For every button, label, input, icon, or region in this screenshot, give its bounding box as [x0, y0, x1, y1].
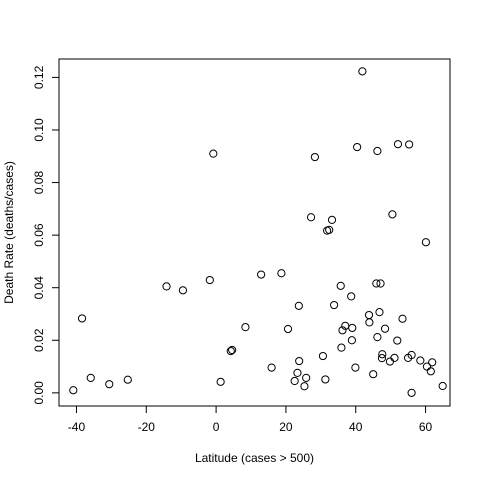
y-tick-label: 0.06	[32, 223, 46, 247]
data-point	[372, 279, 381, 288]
data-point	[228, 345, 237, 355]
data-point	[376, 279, 385, 288]
data-point	[216, 377, 225, 386]
data-point	[325, 225, 334, 234]
x-tick-label: 40	[349, 420, 363, 434]
data-point	[86, 373, 95, 382]
data-point	[338, 326, 347, 335]
data-point	[416, 356, 425, 365]
data-point	[293, 368, 302, 377]
y-tick-label: 0.08	[32, 171, 46, 195]
data-point	[283, 324, 293, 334]
x-tick-label: -20	[138, 420, 156, 434]
y-axis-title: Death Rate (deaths/cases)	[2, 161, 16, 304]
y-axis: 0.00 0.02 0.04 0.06 0.08 0.10 0.12	[32, 65, 59, 405]
x-tick-label: 0	[213, 420, 220, 434]
data-point	[321, 375, 330, 384]
data-point	[209, 149, 218, 158]
data-point	[77, 314, 87, 323]
y-tick-label: 0.00	[32, 381, 46, 405]
y-tick-label: 0.12	[32, 65, 46, 89]
data-point	[364, 310, 374, 320]
data-point	[277, 269, 286, 278]
data-point	[393, 336, 402, 345]
data-point	[393, 140, 403, 149]
data-point	[257, 270, 266, 279]
data-point	[348, 323, 357, 333]
data-point	[365, 318, 374, 327]
data-point	[351, 363, 360, 372]
x-axis: -40 -20 0 20 40 60	[68, 406, 433, 434]
data-point	[373, 146, 382, 156]
data-point	[398, 314, 407, 323]
data-point	[306, 213, 316, 222]
data-point	[318, 351, 328, 361]
x-tick-label: -40	[68, 420, 86, 434]
y-tick-label: 0.10	[32, 118, 46, 142]
data-point	[373, 333, 382, 342]
data-point	[336, 281, 345, 290]
data-point	[226, 346, 235, 356]
x-axis-title: Latitude (cases > 500)	[195, 451, 314, 465]
data-point	[405, 140, 414, 149]
x-tick-label: 60	[419, 420, 433, 434]
y-tick-label: 0.04	[32, 276, 46, 300]
plot-frame	[58, 58, 451, 407]
data-points	[69, 67, 447, 397]
data-point	[241, 323, 250, 332]
data-point	[294, 301, 303, 310]
data-point	[337, 343, 346, 352]
data-point	[302, 373, 311, 382]
data-point	[205, 275, 214, 285]
data-point	[295, 356, 304, 366]
data-point	[426, 367, 435, 376]
data-point	[388, 210, 397, 219]
data-point	[438, 381, 447, 391]
data-point	[375, 308, 384, 317]
data-point	[327, 215, 337, 224]
data-point	[428, 358, 437, 367]
data-point	[380, 324, 390, 333]
data-point	[369, 370, 378, 379]
data-point	[407, 350, 416, 360]
data-point	[310, 152, 319, 162]
data-point	[162, 282, 171, 291]
data-point	[267, 363, 276, 372]
x-tick-label: 20	[279, 420, 293, 434]
data-point	[378, 350, 387, 359]
y-tick-label: 0.02	[32, 328, 46, 352]
data-point	[347, 292, 356, 301]
data-point	[421, 238, 431, 247]
data-point	[329, 300, 339, 310]
data-point	[69, 386, 78, 395]
data-point	[377, 354, 387, 363]
data-point	[390, 353, 399, 362]
data-point	[347, 336, 357, 345]
data-point	[407, 388, 416, 397]
data-point	[105, 380, 114, 389]
data-point	[300, 382, 309, 391]
data-point	[385, 357, 395, 366]
data-point	[123, 375, 132, 384]
data-point	[290, 376, 299, 386]
data-point	[178, 286, 188, 295]
data-point	[353, 142, 362, 152]
data-point	[358, 67, 367, 76]
